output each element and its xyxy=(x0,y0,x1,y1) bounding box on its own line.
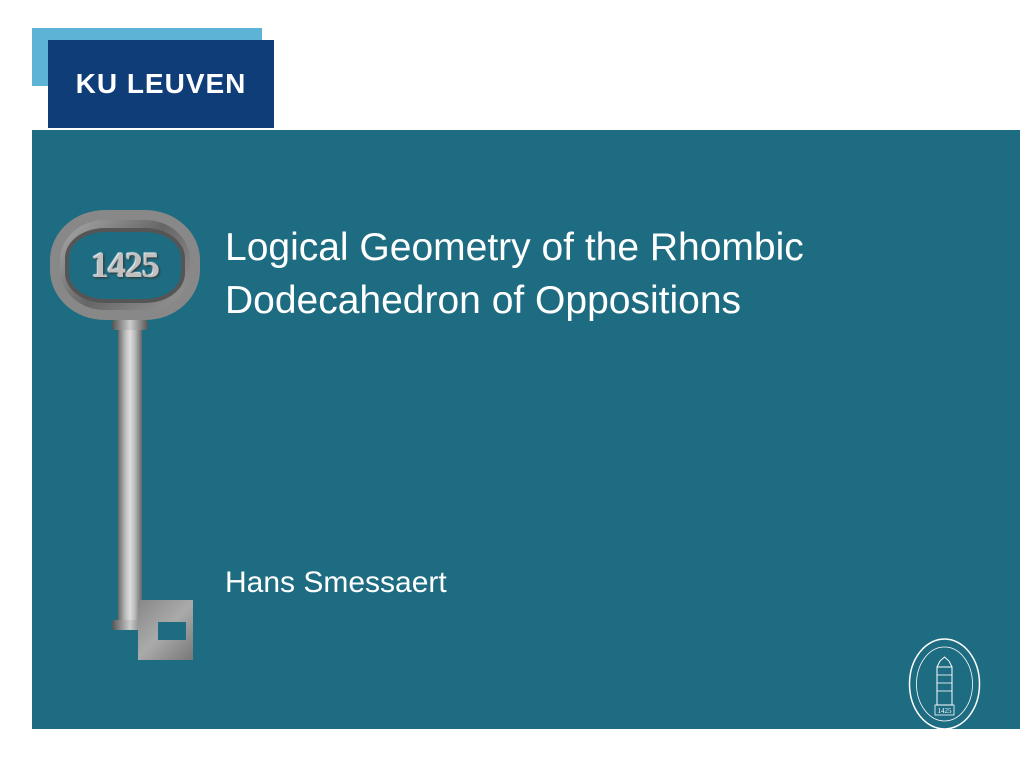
presentation-title: Logical Geometry of the Rhombic Dodecahe… xyxy=(225,222,905,327)
key-year-label: 1425 xyxy=(91,244,159,286)
university-seal-icon: 1425 xyxy=(907,637,982,732)
key-bow-inner: 1425 xyxy=(65,228,185,303)
key-icon: 1425 xyxy=(50,210,210,680)
header-area: KU LEUVEN xyxy=(0,0,1020,130)
university-logo: KU LEUVEN xyxy=(48,40,274,128)
key-collar xyxy=(112,320,148,330)
key-bit-notch xyxy=(158,622,186,640)
key-bow: 1425 xyxy=(50,210,200,320)
logo-text: KU LEUVEN xyxy=(76,68,247,100)
author-name-block: Hans Smessaert xyxy=(225,566,447,600)
title-line-1: Logical Geometry of the Rhombic xyxy=(225,222,905,275)
title-line-2: Dodecahedron of Oppositions xyxy=(225,275,905,328)
key-shaft xyxy=(118,330,142,620)
author-name: Hans Smessaert xyxy=(225,566,447,600)
seal-year: 1425 xyxy=(938,707,953,715)
